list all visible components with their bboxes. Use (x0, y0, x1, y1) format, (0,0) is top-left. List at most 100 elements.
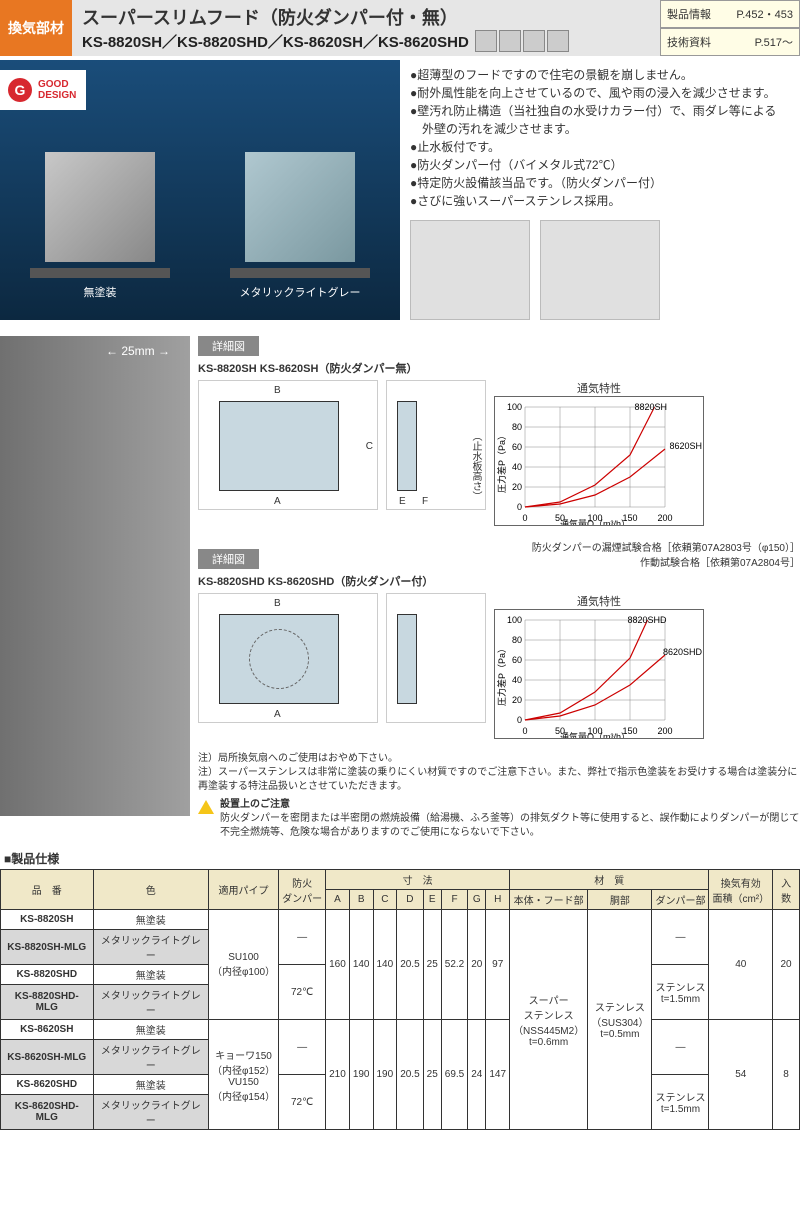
diagram-block-2: 詳細図 防火ダンパーの漏煙試験合格［依頼第07A2803号（φ150）］ 作動試… (198, 539, 800, 742)
svg-text:8820SHD: 8820SHD (628, 615, 668, 625)
hero-section: G GOOD DESIGN 無塗装 メタリックライトグレー ●超薄型のフードです… (0, 60, 800, 326)
warning-icon (198, 800, 214, 814)
diagram-row: B A 通気特性 0501001502000204060801008820SHD… (198, 593, 800, 742)
cell-color: メタリックライトグレー (93, 985, 208, 1020)
svg-text:0: 0 (522, 726, 527, 736)
airflow-chart-1: 通気特性 0501001502000204060801008820SH8620S… (494, 380, 704, 529)
cell-mat-dpart: ステンレス t=1.5mm (652, 965, 709, 1020)
table-row: KS-8620SH無塗装キョーワ150 （内径φ152） VU150 （内径φ1… (1, 1020, 800, 1040)
cell-mat-body: スーパー ステンレス （NSS445M2） t=0.6mm (510, 910, 588, 1130)
cell-dim: 140 (349, 910, 373, 1020)
hero-products: 無塗装 メタリックライトグレー (0, 152, 400, 300)
page-ref-value: P.452・453 (736, 6, 793, 22)
th-damper: 防火 ダンパー (279, 870, 326, 910)
page-ref-label: 製品情報 (667, 6, 711, 22)
feature-bullet: ●特定防火設備該当品です。（防火ダンパー付） (410, 174, 790, 192)
spec-table: 品 番 色 適用パイプ 防火 ダンパー 寸 法 材 質 換気有効 面積（cm²）… (0, 869, 800, 1130)
hero-product-1: 無塗装 (30, 152, 170, 300)
feature-bullet: ●超薄型のフードですので住宅の景観を崩しません。 (410, 66, 790, 84)
cell-dim: 20 (468, 910, 486, 1020)
th-dimcol: E (423, 890, 441, 910)
detail-photo-icon (540, 220, 660, 320)
hero-product-2: メタリックライトグレー (230, 152, 370, 300)
feature-bullet: ●止水板付です。 (410, 138, 790, 156)
svg-text:通気量Q（m³/h）: 通気量Q（m³/h） (560, 731, 630, 739)
cell-area: 40 (709, 910, 773, 1020)
hero-detail-images (410, 220, 790, 320)
drawing-rect (397, 614, 417, 704)
page-ref-row: 技術資料 P.517～ (660, 28, 800, 56)
cell-damper: — (279, 1020, 326, 1075)
svg-text:60: 60 (512, 442, 522, 452)
cell-dim: 69.5 (441, 1020, 467, 1130)
cell-qty: 20 (773, 910, 800, 1020)
note-line: 注）スーパーステンレスは非常に塗装の乗りにくい材質ですのでご注意下さい。また、弊… (198, 766, 800, 794)
feature-bullet: ●防火ダンパー付（バイメタル式72℃） (410, 156, 790, 174)
cell-pipe: キョーワ150 （内径φ152） VU150 （内径φ154） (208, 1020, 278, 1130)
th-dimcol: D (397, 890, 423, 910)
cell-model: KS-8620SH-MLG (1, 1040, 94, 1075)
cert-icons (475, 30, 569, 52)
svg-text:20: 20 (512, 695, 522, 705)
svg-text:40: 40 (512, 675, 522, 685)
technical-drawing-side: （止水板高さ） F E (386, 380, 486, 510)
diagram-block-1: 詳細図 KS-8820SH KS-8620SH（防火ダンパー無） B A C （… (198, 336, 800, 529)
page-ref-value: P.517～ (755, 34, 793, 50)
hood-base-icon (30, 268, 170, 278)
svg-text:8820SH: 8820SH (635, 402, 668, 412)
cell-model: KS-8820SH-MLG (1, 930, 94, 965)
svg-text:0: 0 (522, 513, 527, 523)
cell-color: メタリックライトグレー (93, 1040, 208, 1075)
cell-damper: 72℃ (279, 965, 326, 1020)
cell-mat-dpart: — (652, 910, 709, 965)
th-dpart: ダンパー部 (652, 890, 709, 910)
dim-label: A (274, 496, 281, 507)
cell-dim: 97 (486, 910, 510, 1020)
chart-svg: 0501001502000204060801008820SHD8620SHD圧力… (494, 609, 704, 739)
cell-area: 54 (709, 1020, 773, 1130)
th-dimcol: C (373, 890, 397, 910)
detail-photo-icon (410, 220, 530, 320)
svg-text:0: 0 (517, 715, 522, 725)
chart-svg: 0501001502000204060801008820SH8620SH圧力差P… (494, 396, 704, 526)
diagram-tab: 詳細図 (198, 549, 259, 569)
cell-dim: 147 (486, 1020, 510, 1130)
test-cert-text: 防火ダンパーの漏煙試験合格［依頼第07A2803号（φ150）］ 作動試験合格［… (532, 539, 800, 569)
side-dimension: ← 25mm → (106, 344, 170, 358)
technical-drawing-front: B A (198, 593, 378, 723)
dim-label: B (274, 598, 281, 609)
cert-icon (475, 30, 497, 52)
cell-dim: 25 (423, 910, 441, 1020)
svg-text:20: 20 (512, 482, 522, 492)
technical-drawing-side (386, 593, 486, 723)
hero-image: G GOOD DESIGN 無塗装 メタリックライトグレー (0, 60, 400, 320)
product-title: スーパースリムフード（防火ダンパー付・無） (82, 4, 650, 30)
th-dimcol: H (486, 890, 510, 910)
cell-dim: 20.5 (397, 1020, 423, 1130)
cell-color: 無塗装 (93, 1075, 208, 1095)
table-row: KS-8820SH無塗装SU100 （内径φ100）—16014014020.5… (1, 910, 800, 930)
svg-text:圧力差P（Pa）: 圧力差P（Pa） (496, 431, 507, 493)
diagrams-section: ← 25mm → 詳細図 KS-8820SH KS-8620SH（防火ダンパー無… (0, 336, 800, 840)
cell-dim: 20.5 (397, 910, 423, 1020)
hero-variant-label: メタリックライトグレー (240, 284, 361, 300)
th-dims: 寸 法 (326, 870, 510, 890)
notes: 注）局所換気扇へのご使用はおやめ下さい。 注）スーパーステンレスは非常に塗装の乗… (198, 752, 800, 794)
cert-icon (547, 30, 569, 52)
feature-list: ●超薄型のフードですので住宅の景観を崩しません。 ●耐外風性能を向上させているの… (410, 66, 790, 210)
th-body: 本体・フード部 (510, 890, 588, 910)
cell-model: KS-8620SHD-MLG (1, 1095, 94, 1130)
cell-dim: 24 (468, 1020, 486, 1130)
svg-text:40: 40 (512, 462, 522, 472)
header-center: スーパースリムフード（防火ダンパー付・無） KS-8820SH／KS-8820S… (72, 0, 660, 56)
feature-bullet: 外壁の汚れを減少させます。 (410, 120, 790, 138)
cell-dim: 25 (423, 1020, 441, 1130)
spec-thead: 品 番 色 適用パイプ 防火 ダンパー 寸 法 材 質 換気有効 面積（cm²）… (1, 870, 800, 910)
good-design-text: GOOD DESIGN (38, 79, 76, 101)
diagram-title: KS-8820SHD KS-8620SHD（防火ダンパー付） (198, 573, 800, 589)
cell-dim: 160 (326, 910, 350, 1020)
cell-color: メタリックライトグレー (93, 930, 208, 965)
th-dimcol: G (468, 890, 486, 910)
chart-title: 通気特性 (494, 593, 704, 609)
svg-text:8620SHD: 8620SHD (663, 647, 703, 657)
